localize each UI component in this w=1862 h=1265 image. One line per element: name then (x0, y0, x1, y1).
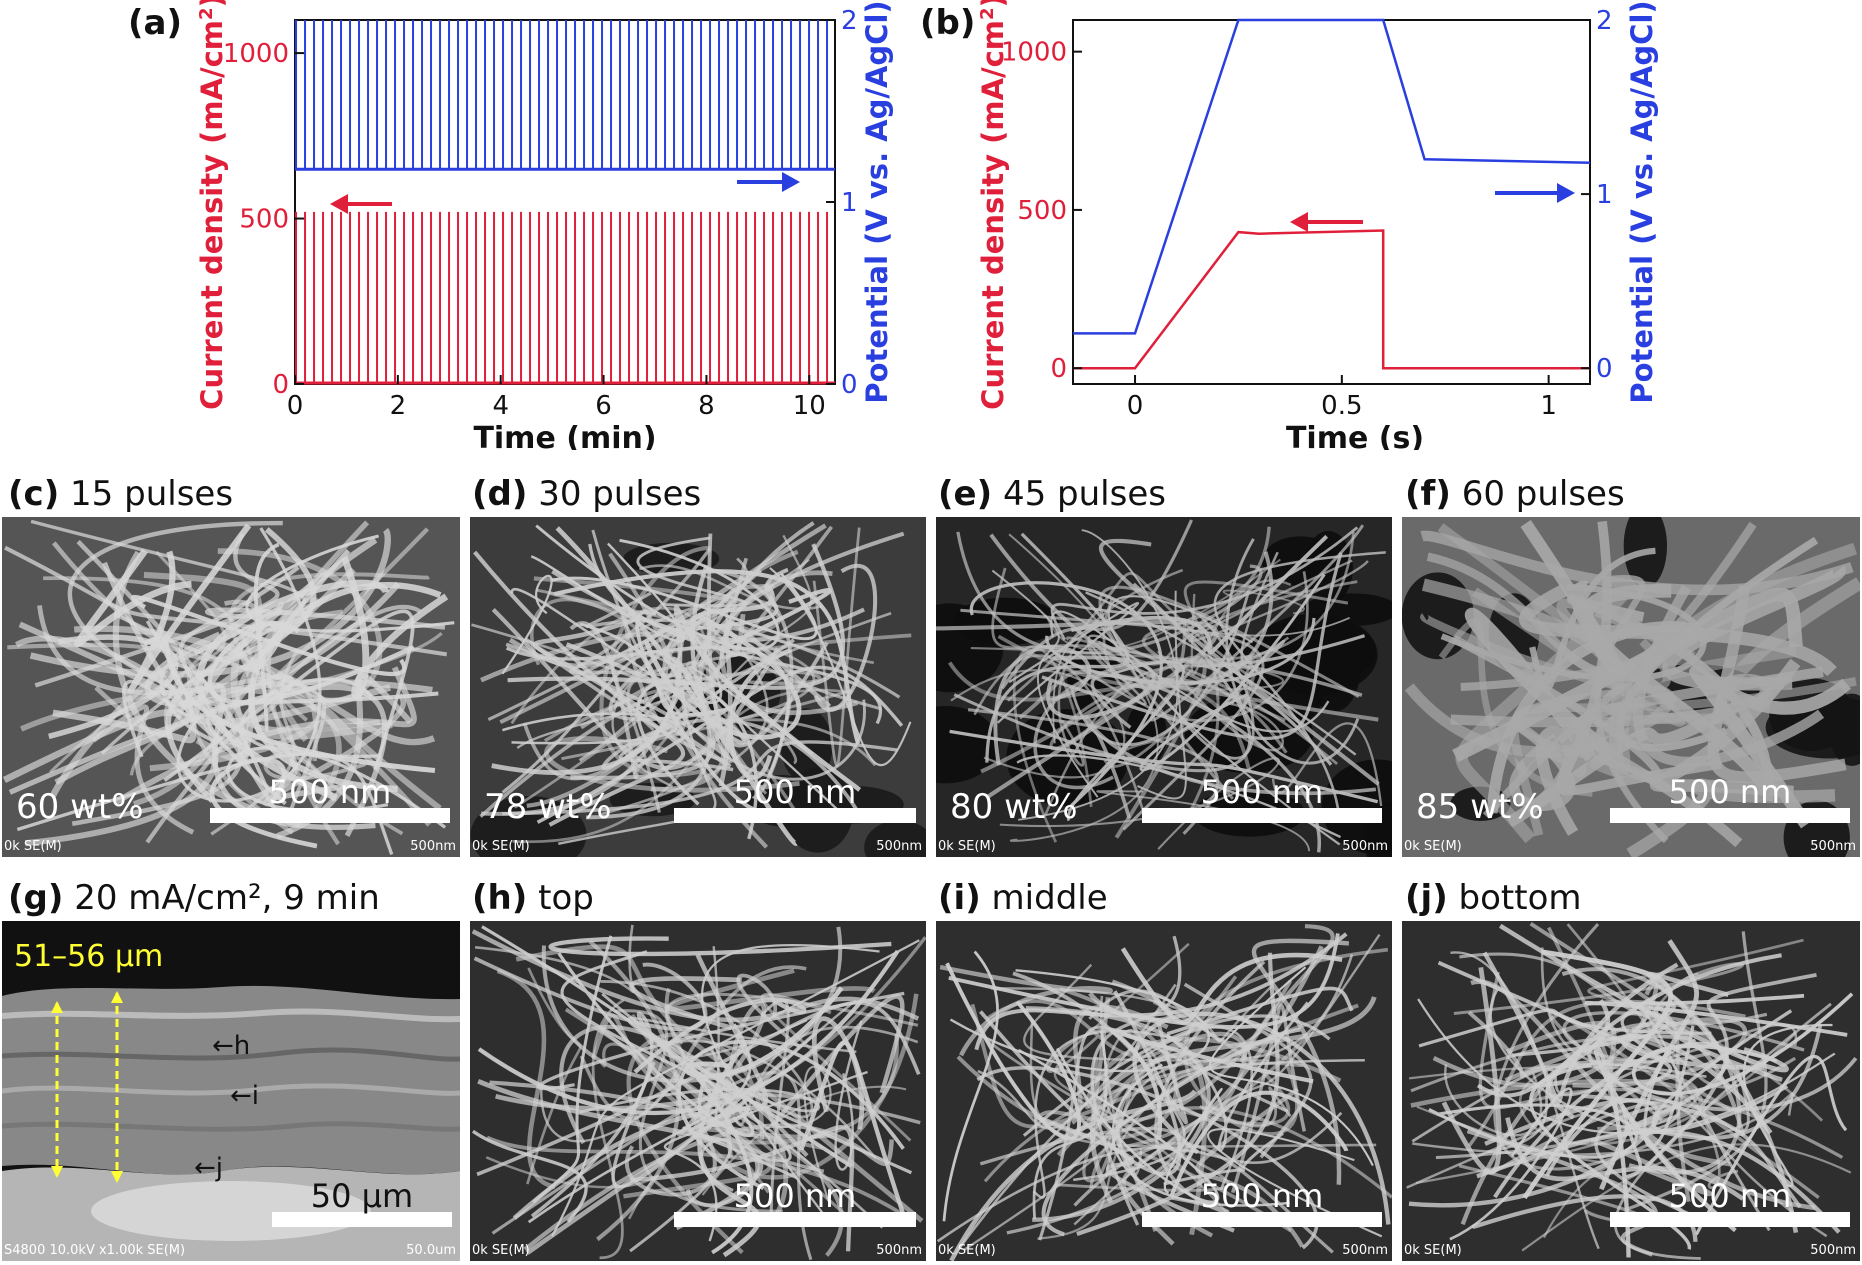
sem-footer-i: 0k SE(M) 500nm (938, 1243, 1388, 1258)
chart-a-xtick-label: 2 (390, 391, 407, 421)
chart-a-xlabel: Time (min) (473, 421, 656, 450)
sem-footer-f: 0k SE(M) 500nm (1404, 839, 1856, 854)
scale-bar-i (1142, 1212, 1382, 1227)
chart-b-potential-line (1073, 18, 1591, 335)
chart-a-current-arrow (330, 194, 392, 214)
chart-a-pulses-current (295, 211, 835, 385)
sem-footer-c: 0k SE(M) 500nm (4, 839, 456, 854)
sem-footer-g: S4800 10.0kV x1.00k SE(M) 50.0um (4, 1243, 456, 1258)
fiber-texture-d (470, 521, 926, 857)
cross-section-texture-g (2, 985, 460, 1261)
sem-image-c: 60 wt% 500 nm 0k SE(M) 500nm (2, 517, 460, 857)
marker-i: ←i (230, 1081, 260, 1111)
sem-footer-h: 0k SE(M) 500nm (472, 1243, 922, 1258)
thickness-label: 51–56 µm (14, 939, 164, 974)
chart-b-ylabel-left: Current density (mA/cm2) (976, 0, 1010, 410)
chart-a-ylabel-left: Current density (mA/cm2) (195, 0, 229, 410)
chart-a-xtick-label: 10 (793, 391, 826, 421)
chart-a-xtick-label: 0 (287, 391, 304, 421)
scale-label-e: 500 nm (1200, 773, 1324, 811)
chart-a-ytick-left-label: 500 (239, 205, 289, 235)
chart-b-xtick-label: 0.5 (1321, 391, 1362, 421)
chart-a-ytick-right-label: 0 (841, 370, 858, 400)
scale-label-g: 50 µm (310, 1177, 414, 1215)
scale-bar-h (674, 1212, 916, 1227)
chart-b-potential-arrow (1495, 183, 1575, 203)
chart-a-ytick-right-label: 2 (841, 6, 858, 36)
chart-b-ytick-right-label: 2 (1596, 6, 1613, 36)
fiber-texture-j (1406, 921, 1858, 1260)
scale-bar-d (674, 808, 916, 823)
chart-a-panel-label: (a) (128, 3, 182, 43)
sem-footer-j: 0k SE(M) 500nm (1404, 1243, 1856, 1258)
chart-b-ytick-left-label: 1000 (1001, 38, 1067, 68)
fiber-texture-f (1402, 517, 1860, 857)
chart-a: (a) 0 2 4 6 8 10 0 500 1000 0 1 2 Time (min) Curren… (128, 0, 894, 450)
fiber-texture-e (936, 519, 1392, 857)
chart-a-ytick-left-label: 0 (272, 370, 289, 400)
chart-b-xtick-label: 1 (1540, 391, 1557, 421)
chart-b-current-line (1073, 229, 1590, 370)
marker-h: ←h (212, 1031, 251, 1061)
marker-j: ←j (194, 1153, 224, 1183)
chart-b-xlabel: Time (s) (1286, 421, 1424, 450)
panel-g-caption: (g) 20 mA/cm², 9 min (8, 878, 380, 918)
chart-a-ylabel-right: Potential (V vs. Ag/AgCl) (860, 0, 894, 403)
scale-label-d: 500 nm (733, 773, 857, 811)
wt-label-f: 85 wt% (1416, 787, 1544, 827)
chart-b-xtick-label: 0 (1127, 391, 1144, 421)
wt-label-d: 78 wt% (484, 787, 612, 827)
chart-a-potential-arrow (737, 172, 800, 192)
panel-f-caption: (f) 60 pulses (1405, 474, 1625, 514)
scale-label-j: 500 nm (1668, 1177, 1792, 1215)
fiber-texture-h (471, 924, 926, 1261)
chart-a-ytick-left-label: 1000 (223, 39, 289, 69)
chart-b-ytick-left-label: 500 (1017, 196, 1067, 226)
panel-d-caption: (d) 30 pulses (472, 474, 702, 514)
fiber-texture-c (2, 519, 455, 855)
chart-a-xtick-label: 8 (698, 391, 715, 421)
scale-label-f: 500 nm (1668, 773, 1792, 811)
scale-label-c: 500 nm (268, 773, 392, 811)
sem-image-h: 500 nm 0k SE(M) 500nm (470, 921, 926, 1261)
sem-image-d: 78 wt% 500 nm 0k SE(M) 500nm (470, 517, 926, 857)
chart-b-plot-frame (1072, 19, 1591, 385)
chart-b-ylabel-right: Potential (V vs. Ag/AgCl) (1625, 0, 1659, 403)
panel-j-caption: (j) bottom (1405, 878, 1582, 918)
wt-label-e: 80 wt% (950, 787, 1078, 827)
chart-a-xtick-label: 6 (595, 391, 612, 421)
wt-label-c: 60 wt% (16, 787, 144, 827)
panel-c-caption: (c) 15 pulses (8, 474, 234, 514)
sem-image-g: 51–56 µm ←h ←i ←j 50 µm S4800 10.0kV x1.… (2, 921, 460, 1261)
chart-b-ytick-right-label: 1 (1596, 180, 1613, 210)
panel-e-caption: (e) 45 pulses (938, 474, 1166, 514)
fiber-texture-i (936, 924, 1392, 1261)
scale-label-i: 500 nm (1200, 1177, 1324, 1215)
chart-a-pulses-potential (295, 20, 835, 171)
panel-i-caption: (i) middle (938, 878, 1108, 918)
scale-bar-e (1142, 808, 1382, 823)
scale-bar-g (272, 1212, 452, 1227)
sem-footer-d: 0k SE(M) 500nm (472, 839, 922, 854)
chart-b: (b) 0 0.5 1 0 500 1000 0 1 2 Time (s) Current de… (920, 0, 1659, 450)
scale-bar-f (1610, 808, 1850, 823)
chart-a-ytick-right-label: 1 (841, 188, 858, 218)
panel-h-caption: (h) top (472, 878, 594, 918)
chart-b-panel-label: (b) (920, 3, 975, 43)
sem-image-f: 85 wt% 500 nm 0k SE(M) 500nm (1402, 517, 1860, 857)
sem-footer-e: 0k SE(M) 500nm (938, 839, 1388, 854)
chart-b-ytick-right-label: 0 (1596, 354, 1613, 384)
scale-label-h: 500 nm (733, 1177, 857, 1215)
chart-b-current-arrow (1290, 212, 1363, 232)
sem-image-i: 500 nm 0k SE(M) 500nm (936, 921, 1392, 1261)
sem-image-e: 80 wt% 500 nm 0k SE(M) 500nm (936, 517, 1392, 857)
chart-a-xtick-label: 4 (492, 391, 509, 421)
chart-b-ytick-left-label: 0 (1050, 354, 1067, 384)
scale-bar-j (1610, 1212, 1850, 1227)
scale-bar-c (210, 808, 450, 823)
sem-image-j: 500 nm 0k SE(M) 500nm (1402, 921, 1860, 1261)
